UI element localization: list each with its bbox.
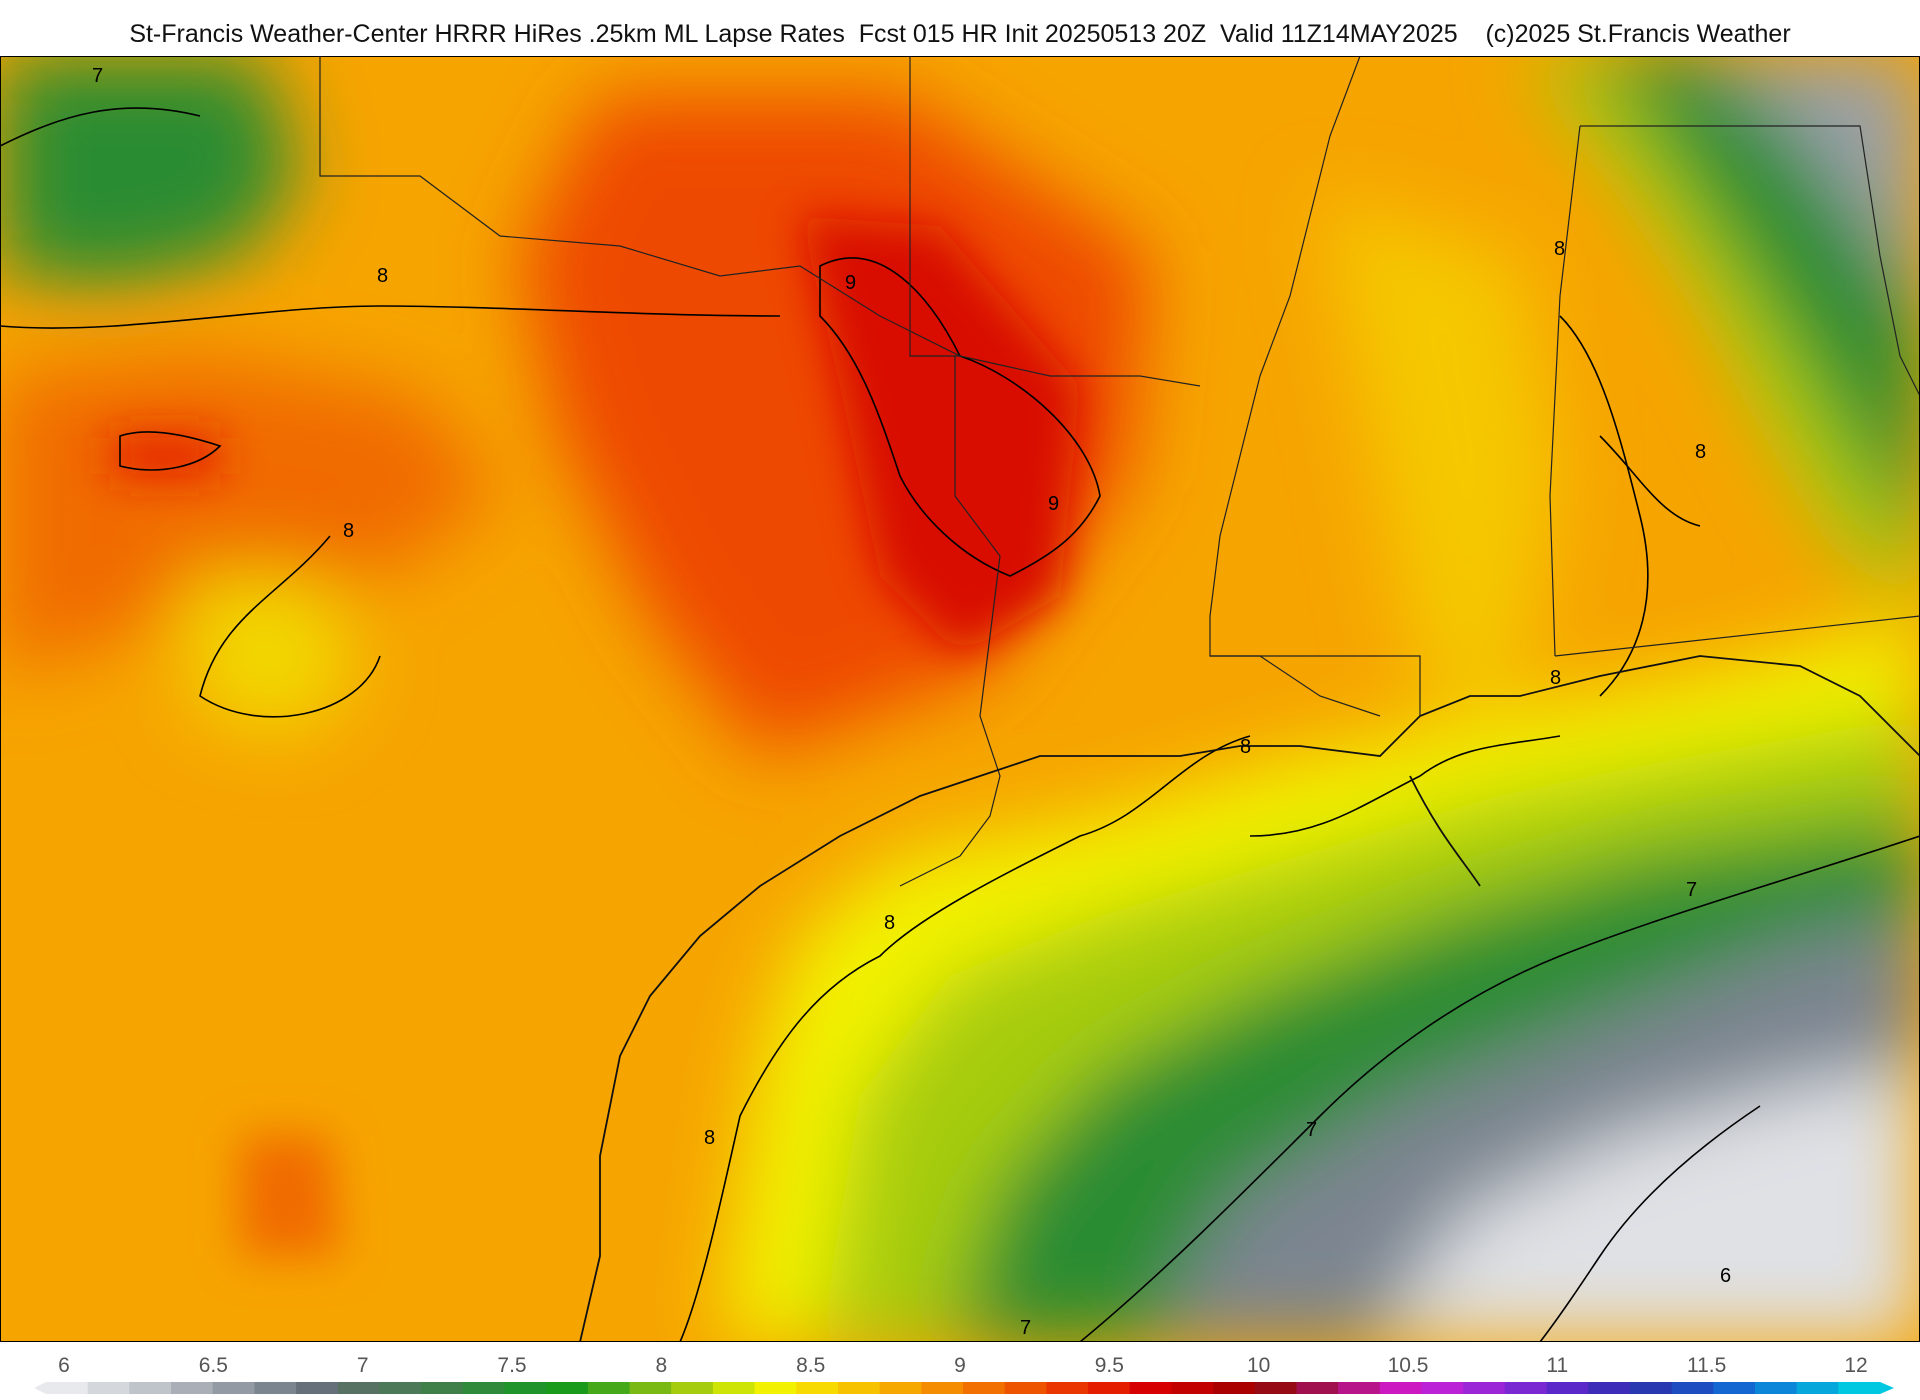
- colorbar-swatch: [1338, 1382, 1381, 1394]
- colorbar-swatch: [337, 1382, 381, 1394]
- colorbar-swatch: [1213, 1382, 1256, 1394]
- colorbar-swatch: [712, 1382, 756, 1394]
- colorbar-tick-label: 11.5: [1687, 1354, 1726, 1377]
- colorbar-swatch: [421, 1382, 464, 1394]
- colorbar-swatch: [1171, 1382, 1214, 1394]
- contour-label: 8: [1550, 667, 1561, 689]
- colorbar-swatch: [754, 1382, 797, 1394]
- colorbar-swatch: [1004, 1382, 1047, 1394]
- contour-label: 7: [1020, 1317, 1031, 1339]
- contour-label: 7: [1686, 879, 1697, 901]
- colorbar-swatch: [212, 1382, 256, 1394]
- colorbar-swatch: [129, 1382, 172, 1394]
- colorbar-swatch: [1129, 1382, 1173, 1394]
- colorbar-swatch: [1296, 1382, 1339, 1394]
- colorbar-tick-label: 6.5: [199, 1354, 228, 1377]
- colorbar-swatches: [34, 1382, 1894, 1394]
- contour-label: 8: [1695, 441, 1706, 463]
- colorbar-swatch: [671, 1382, 714, 1394]
- shaded-field: [0, 56, 1920, 1342]
- colorbar-tick-label: 9.5: [1095, 1354, 1124, 1377]
- contour-label: 8: [704, 1127, 715, 1149]
- contour-label: 7: [1306, 1119, 1317, 1141]
- contour-label-group: 7 8 8 8 8 9 9 8 8 8 8 7 7 7 6: [92, 65, 1731, 1339]
- colorbar-swatch: [1463, 1382, 1506, 1394]
- contour-label: 8: [1240, 736, 1251, 758]
- colorbar-swatch: [1588, 1382, 1631, 1394]
- colorbar-swatch: [629, 1382, 672, 1394]
- coastline: [579, 655, 1920, 1342]
- contour-label: 8: [884, 912, 895, 934]
- colorbar-swatch: [1088, 1382, 1131, 1394]
- colorbar-swatch: [87, 1382, 130, 1394]
- colorbar-swatch: [379, 1382, 422, 1394]
- colorbar-swatch: [1838, 1382, 1881, 1394]
- colorbar-swatch: [1546, 1382, 1589, 1394]
- colorbar-swatch: [1754, 1382, 1798, 1394]
- colorbar-arrow-right: [1880, 1382, 1894, 1394]
- contour-label: 8: [1554, 238, 1565, 260]
- colorbar-swatch: [1254, 1382, 1298, 1394]
- colorbar-tick-label: 10: [1247, 1354, 1270, 1377]
- contour-label: 7: [92, 65, 103, 87]
- colorbar-arrow-left: [34, 1382, 46, 1394]
- colorbar-swatch: [1046, 1382, 1089, 1394]
- contour-label: 8: [377, 265, 388, 287]
- colorbar-swatch: [963, 1382, 1006, 1394]
- colorbar-swatch: [1379, 1382, 1423, 1394]
- colorbar-swatch: [879, 1382, 922, 1394]
- lapse-rate-map: 7 8 8 8 8 9 9 8 8 8 8 7 7 7 6: [0, 56, 1920, 1342]
- colorbar-swatch: [796, 1382, 839, 1394]
- state-borders: [319, 56, 1920, 887]
- colorbar-ticks: 6 6.5 7 7.5 8 8.5 9 9.5 10 10.5 11 11.5 12: [58, 1354, 1868, 1377]
- colorbar-tick-label: 8.5: [796, 1354, 825, 1377]
- colorbar-swatch: [504, 1382, 547, 1394]
- colorbar-swatch: [1629, 1382, 1673, 1394]
- colorbar-swatch: [1796, 1382, 1839, 1394]
- colorbar-tick-label: 8: [655, 1354, 667, 1377]
- colorbar-tick-label: 6: [58, 1354, 70, 1377]
- colorbar-swatch: [587, 1382, 631, 1394]
- colorbar-legend: 6 6.5 7 7.5 8 8.5 9 9.5 10 10.5 11 11.5 12: [34, 1354, 1894, 1394]
- colorbar-swatch: [1421, 1382, 1464, 1394]
- colorbar-swatch: [1671, 1382, 1714, 1394]
- colorbar-tick-label: 10.5: [1388, 1354, 1429, 1377]
- contour-label: 9: [845, 272, 856, 294]
- colorbar-tick-label: 7: [357, 1354, 369, 1377]
- colorbar-swatch: [921, 1382, 964, 1394]
- contour-label: 9: [1048, 493, 1059, 515]
- colorbar-swatch: [1713, 1382, 1756, 1394]
- colorbar-swatch: [254, 1382, 297, 1394]
- colorbar-swatch: [546, 1382, 589, 1394]
- contour-lines: [0, 107, 1920, 1342]
- colorbar-swatch: [1504, 1382, 1548, 1394]
- contour-label: 6: [1720, 1265, 1731, 1287]
- colorbar-swatch: [837, 1382, 881, 1394]
- colorbar-swatch: [462, 1382, 506, 1394]
- colorbar-tick-label: 11: [1546, 1354, 1568, 1377]
- colorbar-tick-label: 7.5: [497, 1354, 526, 1377]
- colorbar-tick-label: 9: [954, 1354, 966, 1377]
- colorbar-swatch: [46, 1382, 89, 1394]
- colorbar-swatch: [296, 1382, 339, 1394]
- colorbar-tick-label: 12: [1844, 1354, 1867, 1377]
- colorbar-swatch: [171, 1382, 214, 1394]
- contour-label: 8: [343, 520, 354, 542]
- map-title: St-Francis Weather-Center HRRR HiRes .25…: [129, 20, 1791, 48]
